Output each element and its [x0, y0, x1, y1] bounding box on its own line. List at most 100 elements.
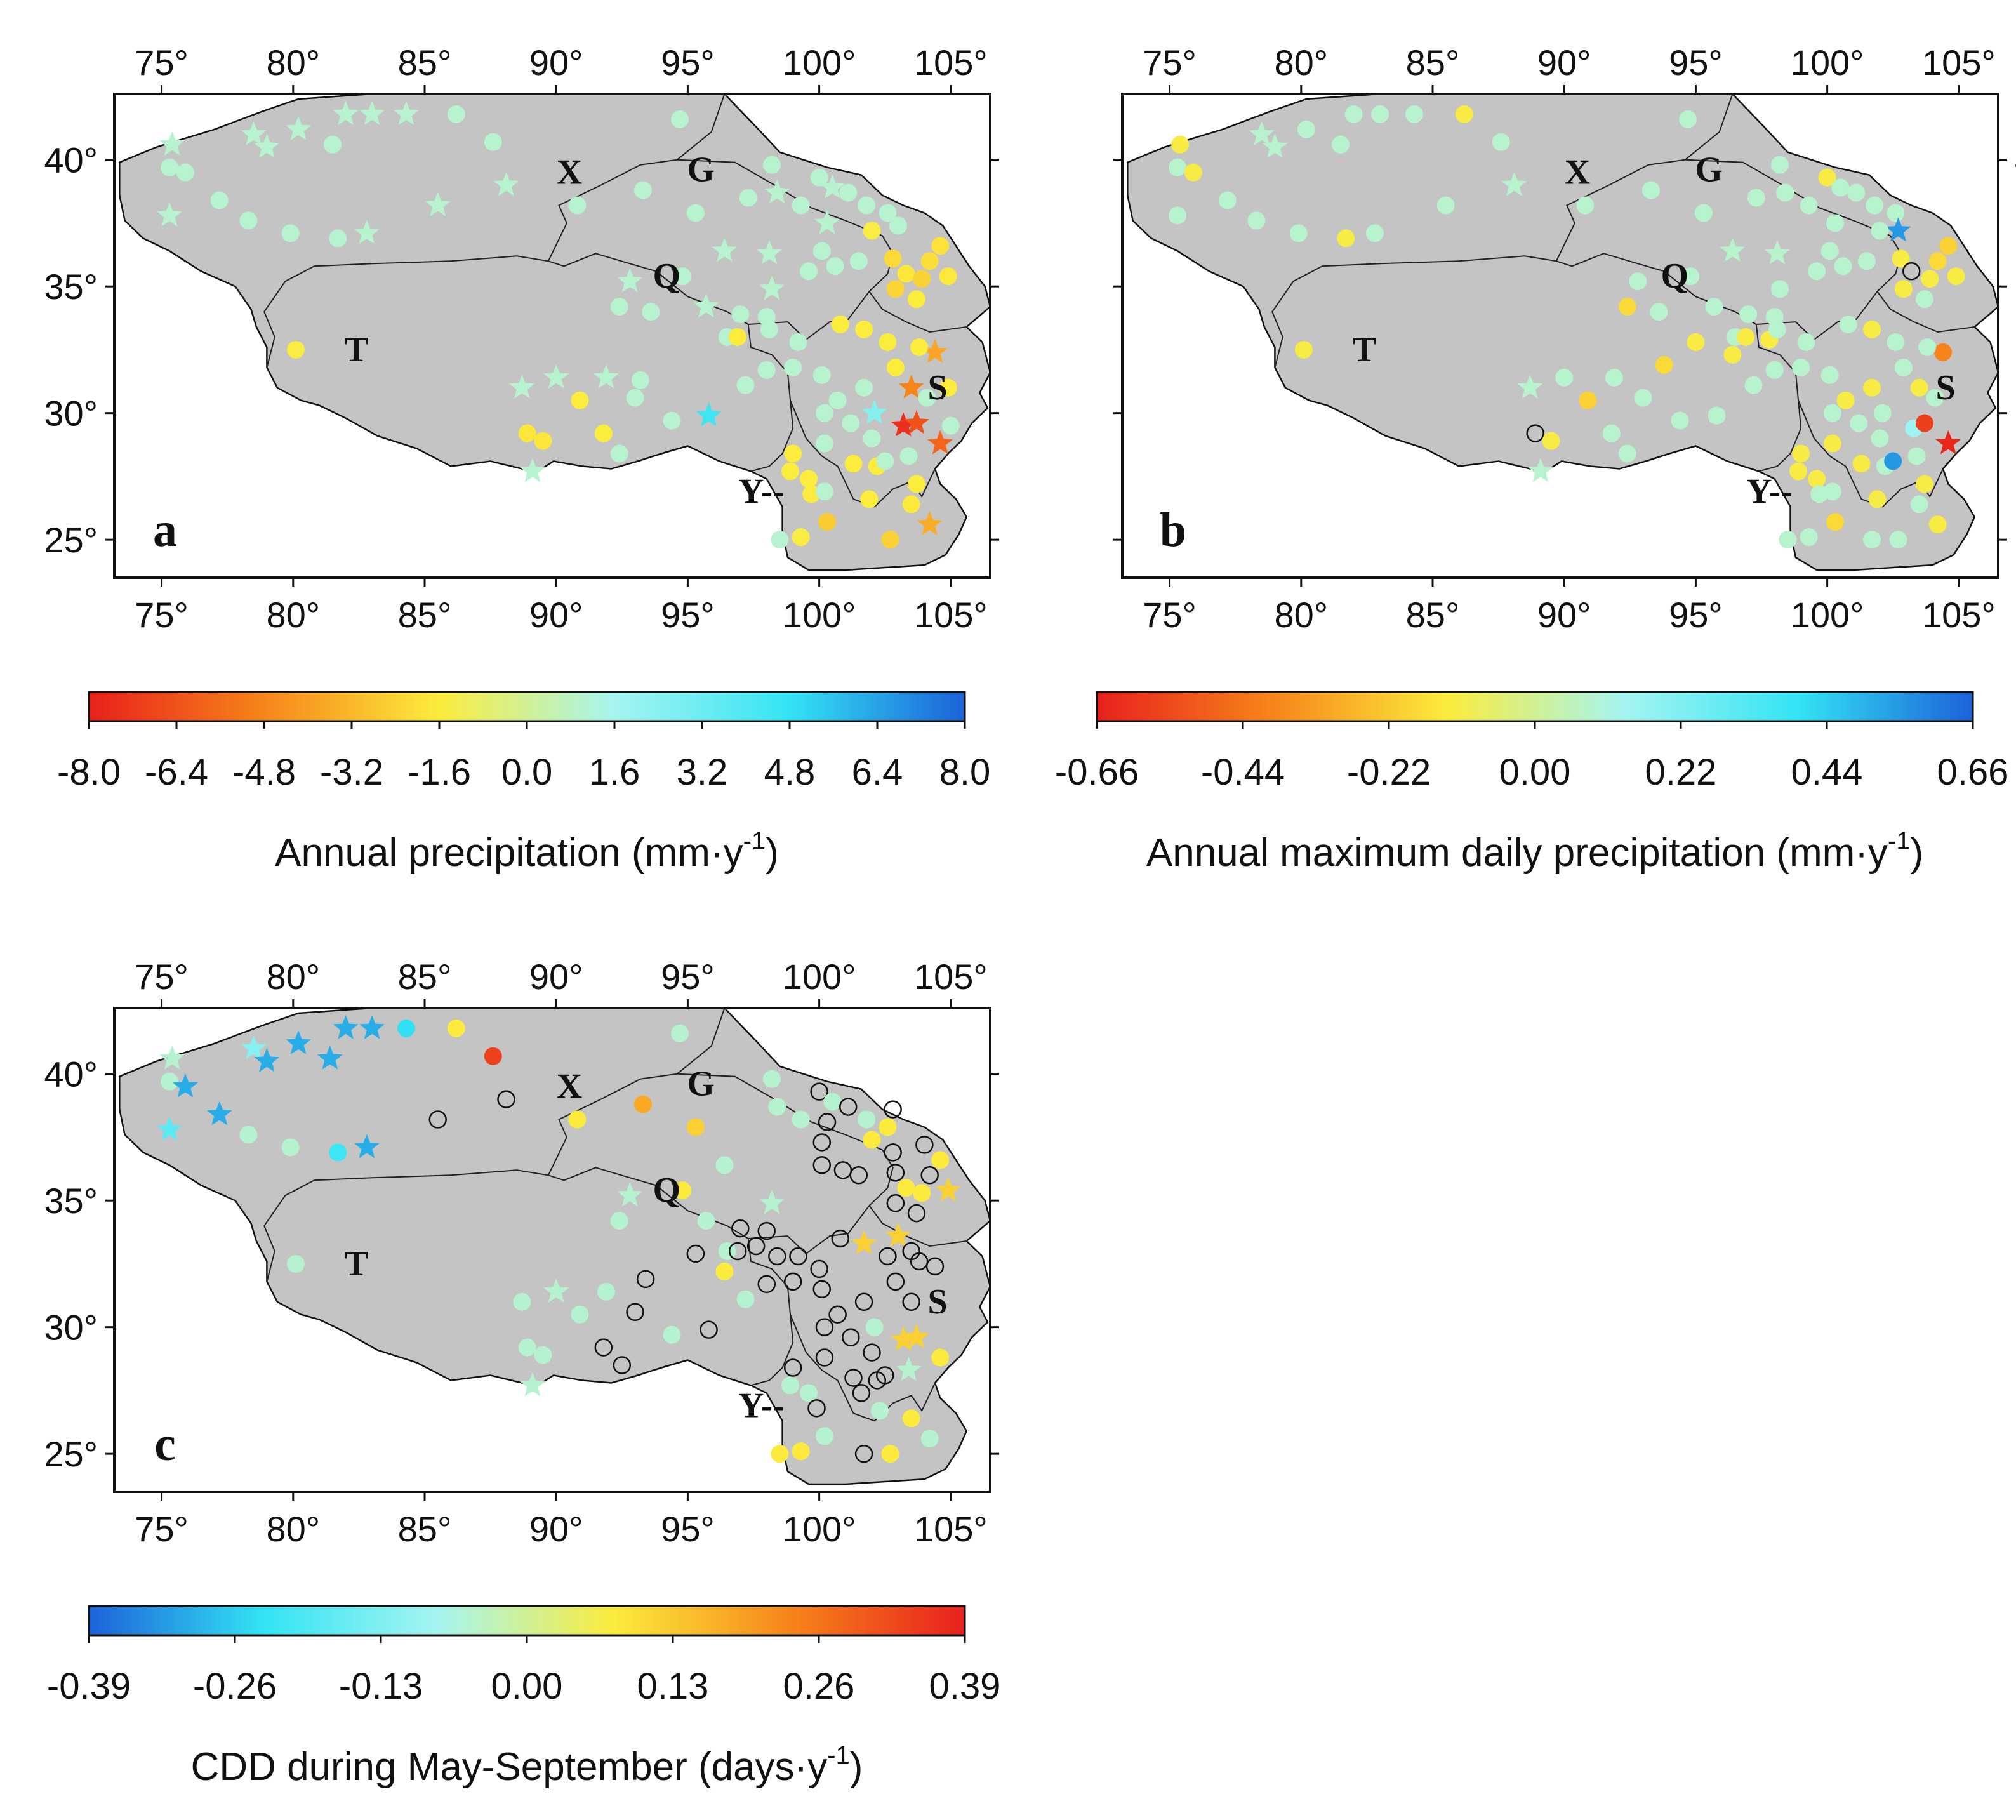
station-circle — [739, 189, 757, 207]
lon-label-top: 90° — [529, 957, 583, 997]
station-circle — [1820, 242, 1839, 260]
station-circle — [518, 1338, 536, 1357]
lon-label-bottom: 95° — [1669, 595, 1723, 635]
colorbar-tick-label: -0.22 — [1347, 752, 1431, 793]
station-significant-star — [935, 1177, 961, 1202]
station-significant-star — [394, 100, 419, 125]
station-circle — [1826, 513, 1845, 531]
lon-label-bottom: 105° — [914, 595, 988, 635]
station-circle — [1542, 432, 1560, 450]
station-insignificant — [746, 1237, 766, 1256]
lon-label-bottom: 85° — [1406, 595, 1460, 635]
station-circle — [1634, 389, 1652, 407]
station-circle — [839, 183, 858, 202]
station-circle — [670, 110, 689, 128]
station-significant-star — [333, 1014, 359, 1039]
station-circle — [792, 1110, 810, 1129]
station-significant-star — [927, 430, 953, 455]
station-insignificant — [626, 1303, 644, 1321]
station-circle — [1602, 424, 1621, 442]
station-circle — [1371, 105, 1389, 123]
station-circle — [1852, 455, 1871, 473]
station-circle — [484, 133, 502, 151]
lat-label-right: 40° — [2015, 140, 2016, 180]
station-significant-star — [543, 1278, 569, 1303]
lon-label-bottom: 90° — [529, 1509, 583, 1549]
station-circle — [870, 1402, 889, 1420]
lon-label-bottom: 95° — [661, 1509, 715, 1549]
station-circle — [1650, 303, 1668, 321]
station-significant-star — [241, 121, 267, 145]
lon-label-bottom: 95° — [661, 595, 715, 635]
station-circle — [1708, 406, 1726, 425]
colorbar-tick-label: 1.6 — [589, 752, 640, 793]
colorbar-tick-label: -0.26 — [193, 1666, 277, 1707]
station-insignificant — [757, 1221, 776, 1240]
station-insignificant — [854, 1292, 873, 1312]
station-circle — [863, 222, 881, 240]
station-circle — [1857, 252, 1876, 270]
station-circle — [1618, 444, 1636, 463]
station-circle — [729, 328, 747, 346]
station-insignificant — [812, 1280, 832, 1299]
station-circle — [863, 1131, 881, 1149]
station-circle — [941, 416, 960, 435]
plateau-outline — [119, 1008, 990, 1485]
colorbar-title-superscript: -1 — [827, 1741, 850, 1769]
station-circle — [1687, 333, 1705, 351]
yunnan-boundary — [790, 1314, 936, 1422]
station-circle — [784, 358, 802, 376]
lon-label-top: 100° — [783, 957, 856, 997]
colorbar-tick-label: 0.39 — [929, 1666, 1001, 1707]
lon-label-bottom: 105° — [914, 1509, 988, 1549]
station-insignificant — [886, 1193, 905, 1212]
region-label-g: G — [1695, 150, 1723, 190]
station-circle — [812, 366, 831, 384]
station-circle — [176, 163, 194, 182]
station-circle — [715, 1156, 734, 1174]
station-circle — [771, 531, 789, 549]
station-insignificant — [810, 1259, 828, 1279]
map-plot-area — [114, 94, 990, 578]
station-circle — [631, 371, 649, 389]
region-label-x: X — [557, 1067, 582, 1106]
lon-label-top: 85° — [1406, 43, 1460, 83]
station-circle — [1863, 321, 1881, 339]
station-significant-star — [904, 1324, 929, 1348]
station-circle — [1928, 515, 1947, 534]
station-circle — [855, 321, 873, 339]
station-insignificant — [783, 1358, 802, 1377]
station-insignificant — [886, 1272, 905, 1291]
station-circle — [757, 361, 776, 379]
station-circle — [1605, 368, 1623, 387]
station-circle — [626, 389, 644, 407]
colorbar-tick-label: 0.66 — [1937, 752, 2009, 793]
lon-label-bottom: 90° — [1537, 595, 1591, 635]
station-circle — [1850, 414, 1868, 432]
lon-label-bottom: 85° — [398, 1509, 452, 1549]
station-circle — [534, 1346, 552, 1364]
station-circle — [1436, 196, 1455, 215]
station-insignificant — [1526, 424, 1544, 442]
station-circle — [534, 432, 552, 450]
station-circle — [1907, 447, 1926, 465]
station-circle — [815, 1427, 833, 1445]
station-circle — [1792, 444, 1810, 463]
colorbar-tick-label: -1.6 — [408, 752, 471, 793]
station-significant-star — [354, 1134, 380, 1159]
station-circle — [815, 482, 833, 501]
station-significant-star — [861, 399, 887, 424]
station-significant-star — [759, 1190, 785, 1214]
lon-label-bottom: 85° — [398, 595, 452, 635]
station-circle — [1678, 110, 1697, 128]
station-significant-star — [159, 1045, 185, 1070]
station-circle — [931, 237, 950, 255]
station-insignificant — [810, 1082, 828, 1101]
station-circle — [715, 1262, 734, 1280]
panel-letter: a — [153, 503, 177, 557]
station-circle — [792, 1442, 810, 1461]
station-circle — [1873, 404, 1892, 422]
station-circle — [518, 424, 536, 442]
lon-label-top: 85° — [398, 43, 452, 83]
station-circle — [1820, 366, 1839, 384]
